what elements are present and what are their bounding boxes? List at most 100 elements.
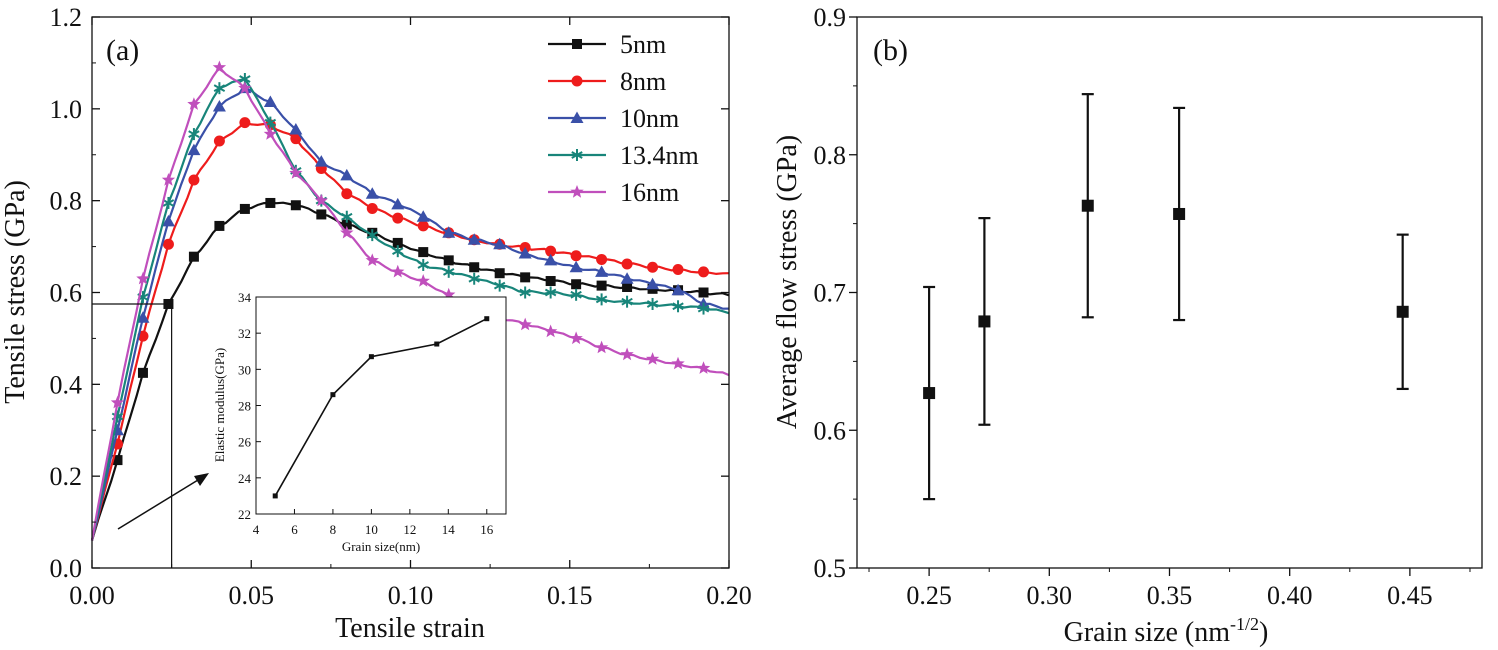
data-point-16nm-shape — [594, 340, 609, 354]
data-point-10nm-shape — [544, 253, 558, 266]
legend-item-10nm: 10nm — [548, 104, 679, 133]
data-point-10nm-shape — [493, 237, 507, 250]
panel-b-xlabel-sup: -1/2 — [1230, 614, 1259, 634]
data-point-10nm-shape — [136, 311, 150, 323]
panel-b-label: (b) — [873, 34, 908, 67]
data-point-8nm-shape — [596, 253, 608, 265]
data-point-10nm-shape — [314, 155, 328, 167]
data-point-16nm — [289, 166, 303, 179]
panel-a-xtick-label: 0.15 — [547, 581, 593, 610]
panel-b-points — [923, 93, 1409, 501]
data-point-with-error — [1173, 106, 1186, 322]
data-point-8nm-shape — [188, 174, 200, 186]
data-point-10nm — [391, 197, 405, 210]
data-point-13.4nm-stroke — [162, 199, 175, 207]
data-point-16nm — [161, 173, 176, 186]
data-point-16nm-shape — [696, 361, 711, 374]
data-point-13.4nm-stroke — [213, 84, 226, 93]
data-point-10nm-shape — [646, 277, 660, 290]
data-point-13.4nm — [443, 265, 455, 278]
data-point-with-error — [1081, 93, 1094, 319]
panel-b-xlabel-end: ) — [1259, 617, 1268, 648]
data-point-8nm — [672, 264, 684, 276]
data-point-16nm-shape — [340, 225, 354, 239]
data-point-13.4nm — [646, 297, 659, 310]
data-point-10nm — [289, 122, 303, 135]
data-point — [1396, 305, 1409, 318]
series-line-13.4nm — [90, 77, 730, 541]
series-8nm — [90, 117, 730, 541]
data-point-10nm — [671, 283, 685, 296]
data-point-5nm — [571, 279, 582, 290]
data-point-5nm — [239, 203, 250, 214]
data-point-10nm-shape — [518, 246, 532, 259]
panel-b-xlabel-main: Grain size (nm — [1064, 617, 1231, 648]
data-point-8nm — [417, 220, 429, 232]
data-point-13.4nm — [213, 82, 226, 95]
data-point-16nm-shape — [544, 324, 558, 338]
legend-marker-shape — [570, 111, 584, 123]
data-point-13.4nm-stroke — [621, 297, 633, 306]
data-point-10nm — [569, 260, 583, 273]
data-point-8nm — [162, 238, 174, 250]
data-point-8nm — [188, 174, 200, 186]
data-point-5nm-shape — [469, 262, 480, 273]
panel-a-axes: 0.00 0.05 0.10 0.15 0.20 0.0 0.2 0.4 0.6 0.8 1.0 1.… — [50, 3, 752, 610]
data-point-13.4nm — [341, 210, 353, 223]
legend-marker — [570, 185, 584, 198]
data-point-13.4nm — [468, 272, 480, 285]
data-point-16nm — [645, 352, 660, 365]
data-point-5nm — [520, 272, 531, 283]
inset-xtick-label: 10 — [365, 522, 378, 537]
data-point-10nm-shape — [263, 95, 277, 107]
legend-marker-shape — [571, 75, 583, 87]
data-point-8nm-shape — [698, 266, 710, 278]
data-point — [1173, 207, 1186, 220]
data-point-16nm — [416, 274, 430, 287]
data-point-16nm-shape — [569, 331, 583, 345]
inset-chart: 4 6 8 10 12 14 16 22 24 26 28 30 32 34 Grain size(nm)… — [212, 290, 507, 554]
data-point-16nm — [696, 361, 711, 374]
inset-ytick-label: 28 — [238, 399, 251, 414]
data-point-13.4nm — [493, 279, 506, 292]
data-point-16nm — [518, 317, 532, 331]
data-point-8nm — [545, 245, 557, 257]
panel-a-xlabel: Tensile strain — [335, 613, 485, 644]
data-point-16nm-shape — [110, 395, 125, 409]
data-point-5nm-shape — [316, 209, 327, 220]
data-point-16nm-shape — [238, 81, 252, 94]
data-point-13.4nm — [570, 288, 582, 301]
data-point-13.4nm-stroke — [188, 130, 200, 138]
panel-a-xtick-label: 0.20 — [706, 581, 752, 610]
data-point-8nm-shape — [545, 245, 557, 257]
panel-a-series — [90, 60, 730, 541]
panel-a-xtick-label: 0.10 — [388, 581, 434, 610]
data-point-16nm — [212, 60, 227, 74]
data-point-8nm-shape — [162, 238, 174, 250]
panel-b-ytick-label: 0.5 — [814, 554, 847, 583]
panel-b-ytick-label: 0.9 — [814, 3, 847, 32]
legend-marker-shape — [572, 39, 582, 49]
data-point-5nm — [188, 251, 199, 262]
legend-item-16nm: 16nm — [548, 178, 679, 207]
data-point — [978, 315, 991, 328]
data-point-16nm-shape — [365, 253, 379, 266]
data-point — [1081, 199, 1094, 212]
data-point-10nm — [620, 272, 634, 284]
data-point-5nm-shape — [239, 203, 250, 214]
data-point-16nm — [594, 340, 609, 354]
legend-marker-shape — [570, 185, 584, 198]
data-point-16nm-shape — [645, 352, 660, 365]
data-point-13.4nm — [595, 293, 608, 306]
data-point-10nm — [493, 237, 507, 250]
data-point-13.4nm-stroke — [672, 302, 684, 311]
data-point-13.4nm — [544, 286, 557, 299]
data-point-8nm-shape — [647, 261, 659, 273]
data-point — [923, 387, 936, 400]
legend-label: 13.4nm — [620, 141, 699, 170]
data-point-16nm — [238, 81, 252, 94]
data-point-8nm — [239, 117, 251, 129]
data-point-16nm-shape — [416, 274, 430, 287]
legend-label: 10nm — [620, 104, 679, 133]
